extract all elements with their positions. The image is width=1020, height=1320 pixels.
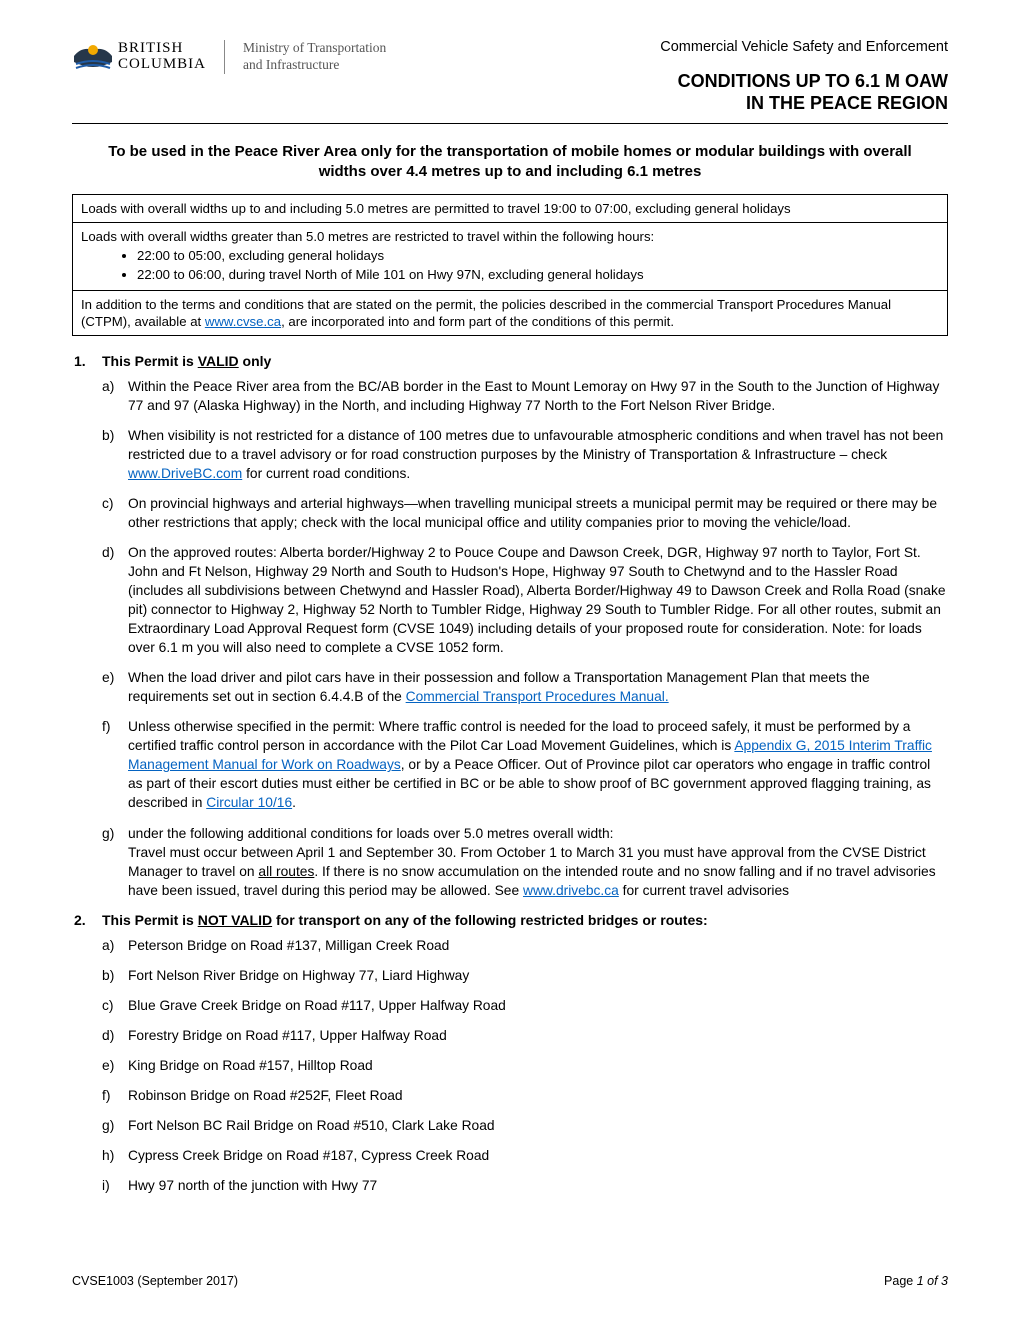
info-row-3-post: , are incorporated into and form part of… xyxy=(281,314,674,329)
header-right: Commercial Vehicle Safety and Enforcemen… xyxy=(660,38,948,115)
page-number: Page 1 of 3 xyxy=(884,1273,948,1290)
logo-block: BRITISH COLUMBIA Ministry of Transportat… xyxy=(72,38,386,76)
drivebc-link-2[interactable]: www.drivebc.ca xyxy=(523,883,619,898)
main-list: This Permit is VALID only Within the Pea… xyxy=(72,352,948,1195)
agency-name: Commercial Vehicle Safety and Enforcemen… xyxy=(660,38,948,58)
item-2e: King Bridge on Road #157, Hilltop Road xyxy=(102,1056,948,1075)
form-id: CVSE1003 (September 2017) xyxy=(72,1273,238,1290)
header-divider xyxy=(224,40,225,74)
document-subtitle: To be used in the Peace River Area only … xyxy=(94,142,926,183)
item-1d: On the approved routes: Alberta border/H… xyxy=(102,543,948,657)
ctpm-link[interactable]: Commercial Transport Procedures Manual. xyxy=(406,689,669,704)
ministry-line2: and Infrastructure xyxy=(243,57,386,74)
bc-line2: COLUMBIA xyxy=(118,57,206,73)
title-line2: IN THE PEACE REGION xyxy=(660,92,948,115)
bc-logo: BRITISH COLUMBIA xyxy=(72,38,206,76)
bc-line1: BRITISH xyxy=(118,41,206,57)
item-1e: When the load driver and pilot cars have… xyxy=(102,668,948,706)
section-1-head: This Permit is VALID only xyxy=(102,353,271,369)
info-bullet: 22:00 to 05:00, excluding general holida… xyxy=(137,247,939,264)
page-footer: CVSE1003 (September 2017) Page 1 of 3 xyxy=(72,1273,948,1290)
item-1f: Unless otherwise specified in the permit… xyxy=(102,717,948,812)
ministry-name: Ministry of Transportation and Infrastru… xyxy=(243,40,386,74)
info-row-2: Loads with overall widths greater than 5… xyxy=(73,223,947,290)
item-2g: Fort Nelson BC Rail Bridge on Road #510,… xyxy=(102,1116,948,1135)
item-1b: When visibility is not restricted for a … xyxy=(102,426,948,483)
item-2c: Blue Grave Creek Bridge on Road #117, Up… xyxy=(102,996,948,1015)
bc-wordmark: BRITISH COLUMBIA xyxy=(118,41,206,73)
section-2-sublist: Peterson Bridge on Road #137, Milligan C… xyxy=(102,936,948,1195)
info-row-3: In addition to the terms and conditions … xyxy=(73,291,947,335)
item-1g: under the following additional condition… xyxy=(102,824,948,900)
bc-crest-icon xyxy=(72,38,114,76)
circular-link[interactable]: Circular 10/16 xyxy=(206,795,292,810)
item-2b: Fort Nelson River Bridge on Highway 77, … xyxy=(102,966,948,985)
item-2h: Cypress Creek Bridge on Road #187, Cypre… xyxy=(102,1146,948,1165)
drivebc-link[interactable]: www.DriveBC.com xyxy=(128,466,242,481)
item-2a: Peterson Bridge on Road #137, Milligan C… xyxy=(102,936,948,955)
item-2f: Robinson Bridge on Road #252F, Fleet Roa… xyxy=(102,1086,948,1105)
title-line1: CONDITIONS UP TO 6.1 M OAW xyxy=(660,70,948,93)
page-header: BRITISH COLUMBIA Ministry of Transportat… xyxy=(72,38,948,115)
info-row-1: Loads with overall widths up to and incl… xyxy=(73,195,947,223)
item-2d: Forestry Bridge on Road #117, Upper Half… xyxy=(102,1026,948,1045)
section-2-head: This Permit is NOT VALID for transport o… xyxy=(102,912,708,928)
header-rule xyxy=(72,123,948,124)
item-1a: Within the Peace River area from the BC/… xyxy=(102,377,948,415)
section-1: This Permit is VALID only Within the Pea… xyxy=(72,352,948,900)
item-2i: Hwy 97 north of the junction with Hwy 77 xyxy=(102,1176,948,1195)
cvse-link[interactable]: www.cvse.ca xyxy=(205,314,281,329)
info-bullet: 22:00 to 06:00, during travel North of M… xyxy=(137,266,939,283)
section-2: This Permit is NOT VALID for transport o… xyxy=(72,911,948,1195)
document-title: CONDITIONS UP TO 6.1 M OAW IN THE PEACE … xyxy=(660,70,948,115)
ministry-line1: Ministry of Transportation xyxy=(243,40,386,57)
info-box: Loads with overall widths up to and incl… xyxy=(72,194,948,336)
info-row-2-intro: Loads with overall widths greater than 5… xyxy=(81,229,654,244)
info-row-2-list: 22:00 to 05:00, excluding general holida… xyxy=(137,247,939,282)
section-1-sublist: Within the Peace River area from the BC/… xyxy=(102,377,948,900)
item-1c: On provincial highways and arterial high… xyxy=(102,494,948,532)
